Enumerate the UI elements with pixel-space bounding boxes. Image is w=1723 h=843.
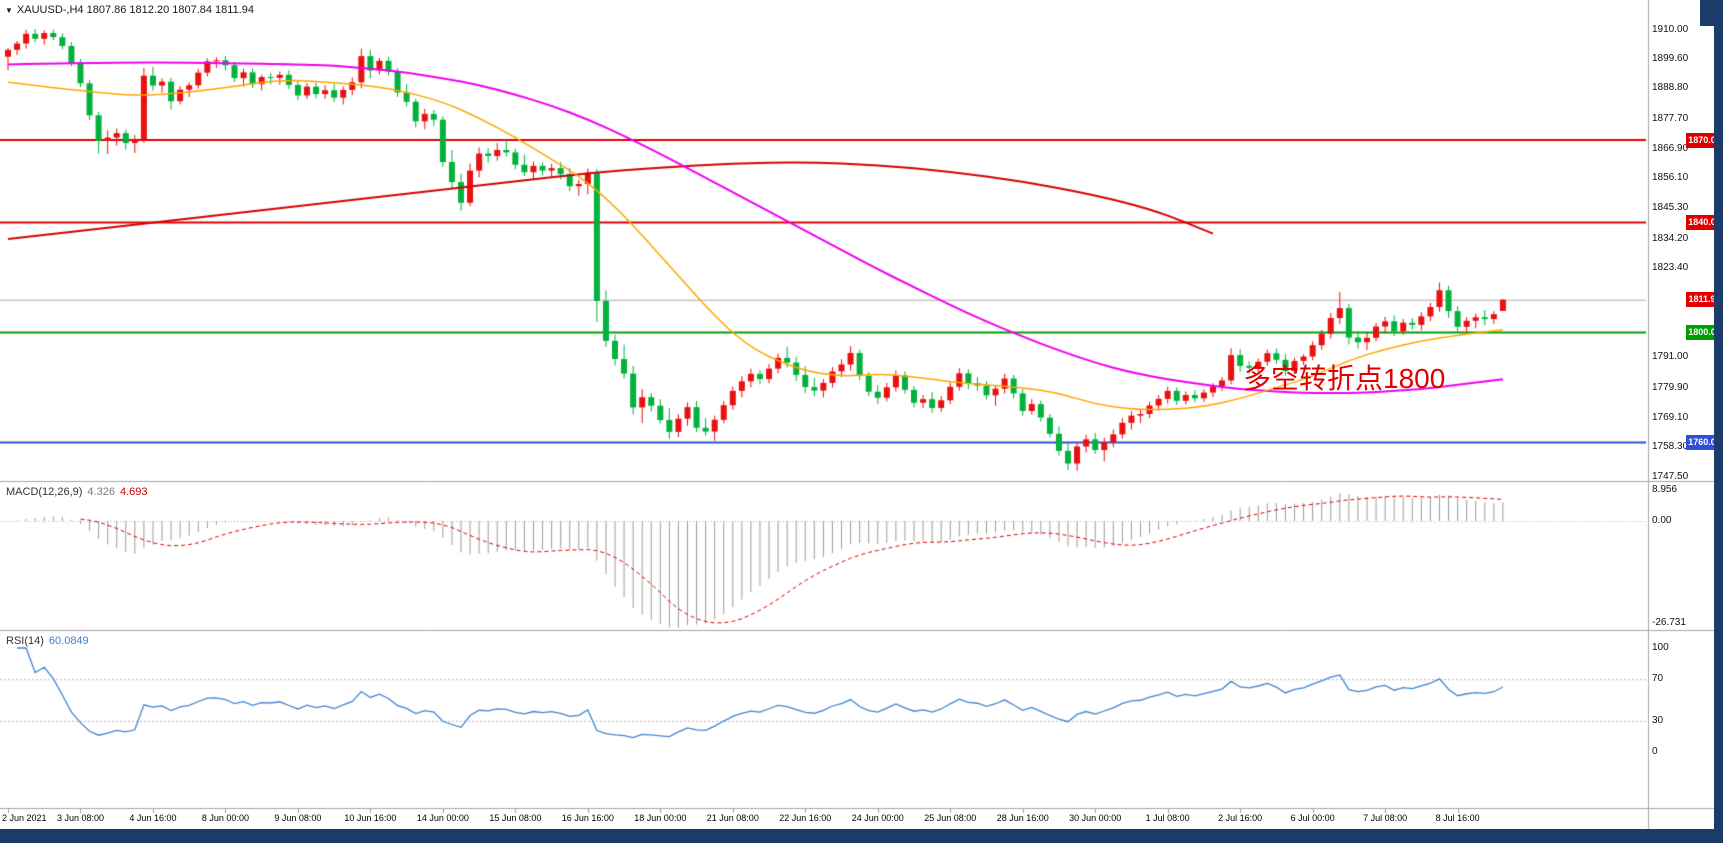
macd-scale-label: -26.731 [1652,616,1686,628]
macd-scale-label: 8.956 [1652,484,1678,495]
window-frame-corner [1700,0,1723,26]
time-scale[interactable]: 2 Jun 2021 3 Jun 08:00 4 Jun 16:00 8 Jun 00… [0,810,1714,829]
time-scale-label: 15 Jun 08:00 [489,813,542,823]
time-scale-label: 6 Jul 00:00 [1290,813,1335,823]
price-scale-label: 1899.60 [1652,52,1689,64]
symbol-ohlc-line: ▼ XAUUSD-,H4 1807.86 1812.20 1807.84 1811… [5,4,254,16]
price-line-tag: 1760.00 [1686,435,1723,451]
time-scale-label: 8 Jun 00:00 [201,813,249,823]
price-line-tag: 1870.00 [1686,132,1723,148]
window-frame-bottom [0,829,1723,843]
price-scale-label: 1823.40 [1652,262,1689,274]
time-scale-label: 2 Jun 2021 [2,813,47,823]
time-scale-label: 24 Jun 00:00 [851,813,904,823]
rsi-indicator-label: RSI(14) 60.0849 [6,635,94,647]
price-line-tag: 1800.00 [1686,325,1723,341]
time-scale-label: 8 Jul 16:00 [1435,813,1480,823]
price-scale-label: 1769.10 [1652,411,1689,423]
time-scale-label: 1 Jul 08:00 [1145,813,1190,823]
time-scale-label: 22 Jun 16:00 [779,813,832,823]
price-scale-label: 1747.50 [1652,471,1689,482]
time-scale-label: 4 Jun 16:00 [129,813,177,823]
symbol-ohlc-text: XAUUSD-,H4 1807.86 1812.20 1807.84 1811.… [16,4,255,16]
rsi-scale-label: 70 [1652,673,1664,685]
time-scale-label: 28 Jun 16:00 [996,813,1049,823]
rsi-value: 60.0849 [48,635,89,647]
price-scale-label: 1834.20 [1652,232,1689,244]
time-scale-label: 25 Jun 08:00 [924,813,977,823]
macd-name: MACD(12,26,9) [6,486,83,498]
price-line-tag: 1840.00 [1686,215,1723,231]
price-scale-label: 1856.10 [1652,172,1689,184]
rsi-scale-label: 100 [1652,642,1669,653]
price-scale-label: 1888.80 [1652,82,1689,94]
annotation-text: 多空转折点1800 [1243,363,1446,394]
price-scale-label: 1845.30 [1652,201,1689,213]
macd-signal-value: 4.693 [119,486,148,498]
price-scale-label: 1910.00 [1652,24,1689,35]
time-scale-label: 9 Jun 08:00 [274,813,322,823]
time-scale-label: 10 Jun 16:00 [344,813,397,823]
price-scale-label: 1779.90 [1652,381,1689,393]
rsi-name: RSI(14) [6,635,44,647]
time-scale-label: 16 Jun 16:00 [561,813,614,823]
price-scale-label: 1791.00 [1652,351,1689,363]
current-price-tag: 1811.94 [1686,292,1723,308]
collapse-toggle-icon[interactable]: ▼ [5,6,13,15]
rsi-scale-label: 0 [1652,746,1658,757]
time-scale-label: 2 Jul 16:00 [1218,813,1263,823]
price-scale-label: 1877.70 [1652,112,1689,124]
macd-main-value: 4.326 [87,486,115,498]
price-scale-label: 1866.90 [1652,142,1689,154]
time-scale-label: 7 Jul 08:00 [1363,813,1408,823]
window-frame-right [1714,0,1723,843]
macd-indicator-label: MACD(12,26,9) 4.326 4.693 [6,486,152,498]
price-scale[interactable]: 1910.00 1899.60 1888.80 1877.70 1866.90 1856.… [1646,0,1723,829]
macd-scale-label: 0.00 [1652,515,1672,526]
time-scale-label: 30 Jun 00:00 [1069,813,1122,823]
time-scale-label: 3 Jun 08:00 [56,813,104,823]
price-scale-label: 1758.30 [1652,441,1689,453]
time-scale-label: 14 Jun 00:00 [416,813,469,823]
time-scale-label: 18 Jun 00:00 [634,813,687,823]
rsi-scale-label: 30 [1652,714,1664,726]
time-scale-label: 21 Jun 08:00 [706,813,759,823]
